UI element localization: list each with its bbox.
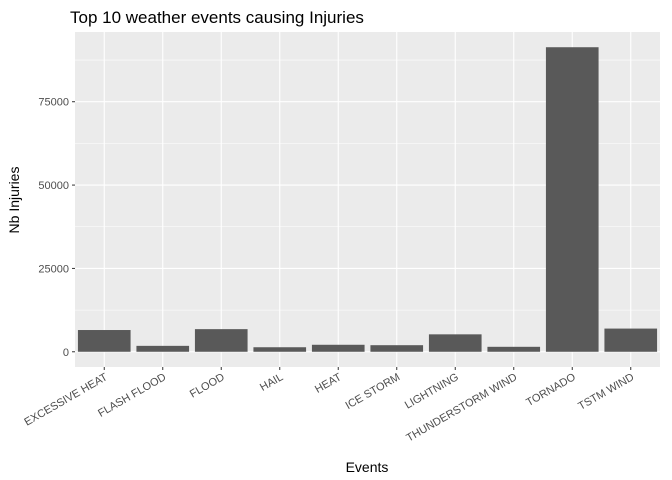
y-axis: 0 25000 50000 75000 <box>38 97 75 359</box>
bar <box>545 47 599 352</box>
x-tick-label: TSTM WIND <box>576 371 636 413</box>
bar <box>370 345 424 352</box>
bar <box>77 330 131 352</box>
bars <box>77 47 658 352</box>
y-tick-label: 75000 <box>38 97 69 109</box>
x-tick-label: FLOOD <box>188 371 227 400</box>
bar <box>428 334 482 352</box>
chart-title: Top 10 weather events causing Injuries <box>70 8 364 27</box>
x-tick-label: TORNADO <box>524 371 578 409</box>
x-tick-label: EXCESSIVE HEAT <box>22 371 110 429</box>
bar <box>487 346 541 352</box>
y-tick-label: 25000 <box>38 263 69 275</box>
x-tick-label: THUNDERSTORM WIND <box>404 371 519 444</box>
bar <box>136 345 190 352</box>
bar <box>253 347 307 352</box>
bar <box>311 344 365 352</box>
grid-lines <box>75 32 660 367</box>
bar <box>604 328 658 352</box>
x-tick-label: ICE STORM <box>343 371 402 412</box>
bar <box>194 329 248 352</box>
x-axis-title: Events <box>346 459 389 475</box>
x-tick-label: HAIL <box>258 371 285 394</box>
y-tick-label: 50000 <box>38 180 69 192</box>
y-tick-label: 0 <box>63 347 69 359</box>
x-tick-label: HEAT <box>313 371 344 396</box>
y-axis-title: Nb Injuries <box>6 167 22 234</box>
